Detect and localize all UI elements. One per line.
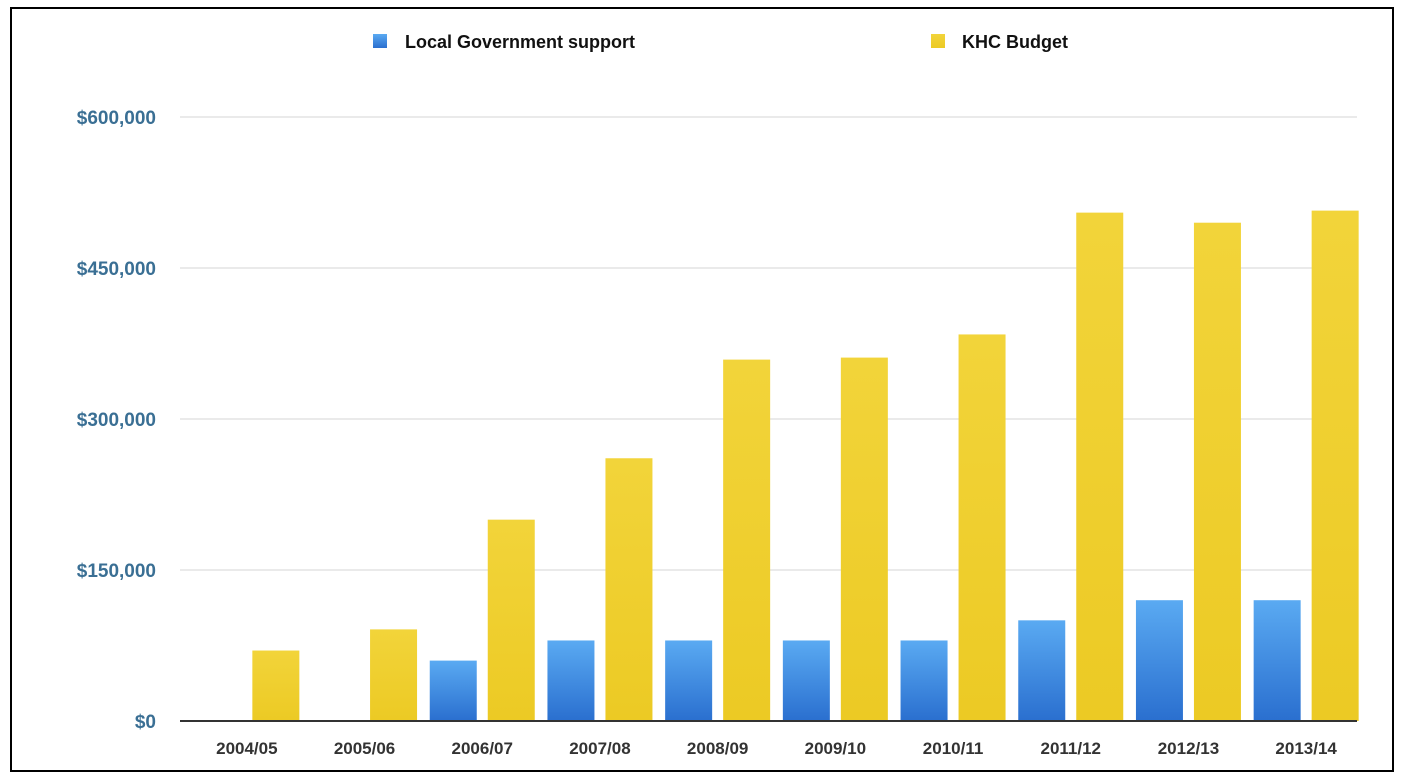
bar-local-government — [547, 640, 595, 721]
x-tick-label: 2012/13 — [1158, 739, 1219, 758]
bar-local-government — [429, 660, 477, 721]
y-axis-ticks: $0 $150,000 $300,000 $450,000 $600,000 — [77, 108, 156, 733]
x-tick-label: 2005/06 — [334, 739, 395, 758]
legend-label-local-government: Local Government support — [405, 32, 635, 52]
bar-khc-budget — [605, 458, 653, 721]
y-tick-label: $0 — [135, 712, 156, 733]
bar-khc-budget — [1311, 210, 1359, 721]
bar-local-government — [900, 640, 948, 721]
y-tick-label: $150,000 — [77, 561, 156, 582]
bar-local-government — [1135, 600, 1183, 721]
bar-khc-budget — [1076, 212, 1124, 721]
x-tick-label: 2010/11 — [923, 739, 984, 758]
bar-local-government — [665, 640, 713, 721]
bar-khc-budget — [958, 334, 1006, 721]
legend-swatch-khc-budget — [931, 34, 945, 48]
y-tick-label: $450,000 — [77, 259, 156, 280]
x-tick-label: 2006/07 — [452, 739, 513, 758]
x-tick-label: 2013/14 — [1275, 739, 1337, 758]
legend: Local Government support KHC Budget — [373, 32, 1068, 52]
bars — [252, 210, 1359, 721]
bar-khc-budget — [370, 629, 418, 721]
x-tick-label: 2004/05 — [216, 739, 277, 758]
x-tick-label: 2007/08 — [569, 739, 630, 758]
bar-khc-budget — [1193, 222, 1241, 721]
bar-khc-budget — [840, 357, 888, 721]
bar-local-government — [1253, 600, 1301, 721]
bar-khc-budget — [252, 650, 300, 721]
bar-khc-budget — [487, 519, 535, 721]
bar-local-government — [1018, 620, 1066, 721]
x-axis-ticks: 2004/05 2005/06 2006/07 2007/08 2008/09 2009/… — [216, 739, 1337, 758]
bar-local-government — [782, 640, 830, 721]
x-tick-label: 2011/12 — [1040, 739, 1101, 758]
x-tick-label: 2009/10 — [805, 739, 866, 758]
y-tick-label: $300,000 — [77, 410, 156, 431]
bar-khc-budget — [723, 359, 771, 721]
legend-swatch-local-government — [373, 34, 387, 48]
y-tick-label: $600,000 — [77, 108, 156, 129]
legend-label-khc-budget: KHC Budget — [962, 32, 1068, 52]
x-tick-label: 2008/09 — [687, 739, 748, 758]
